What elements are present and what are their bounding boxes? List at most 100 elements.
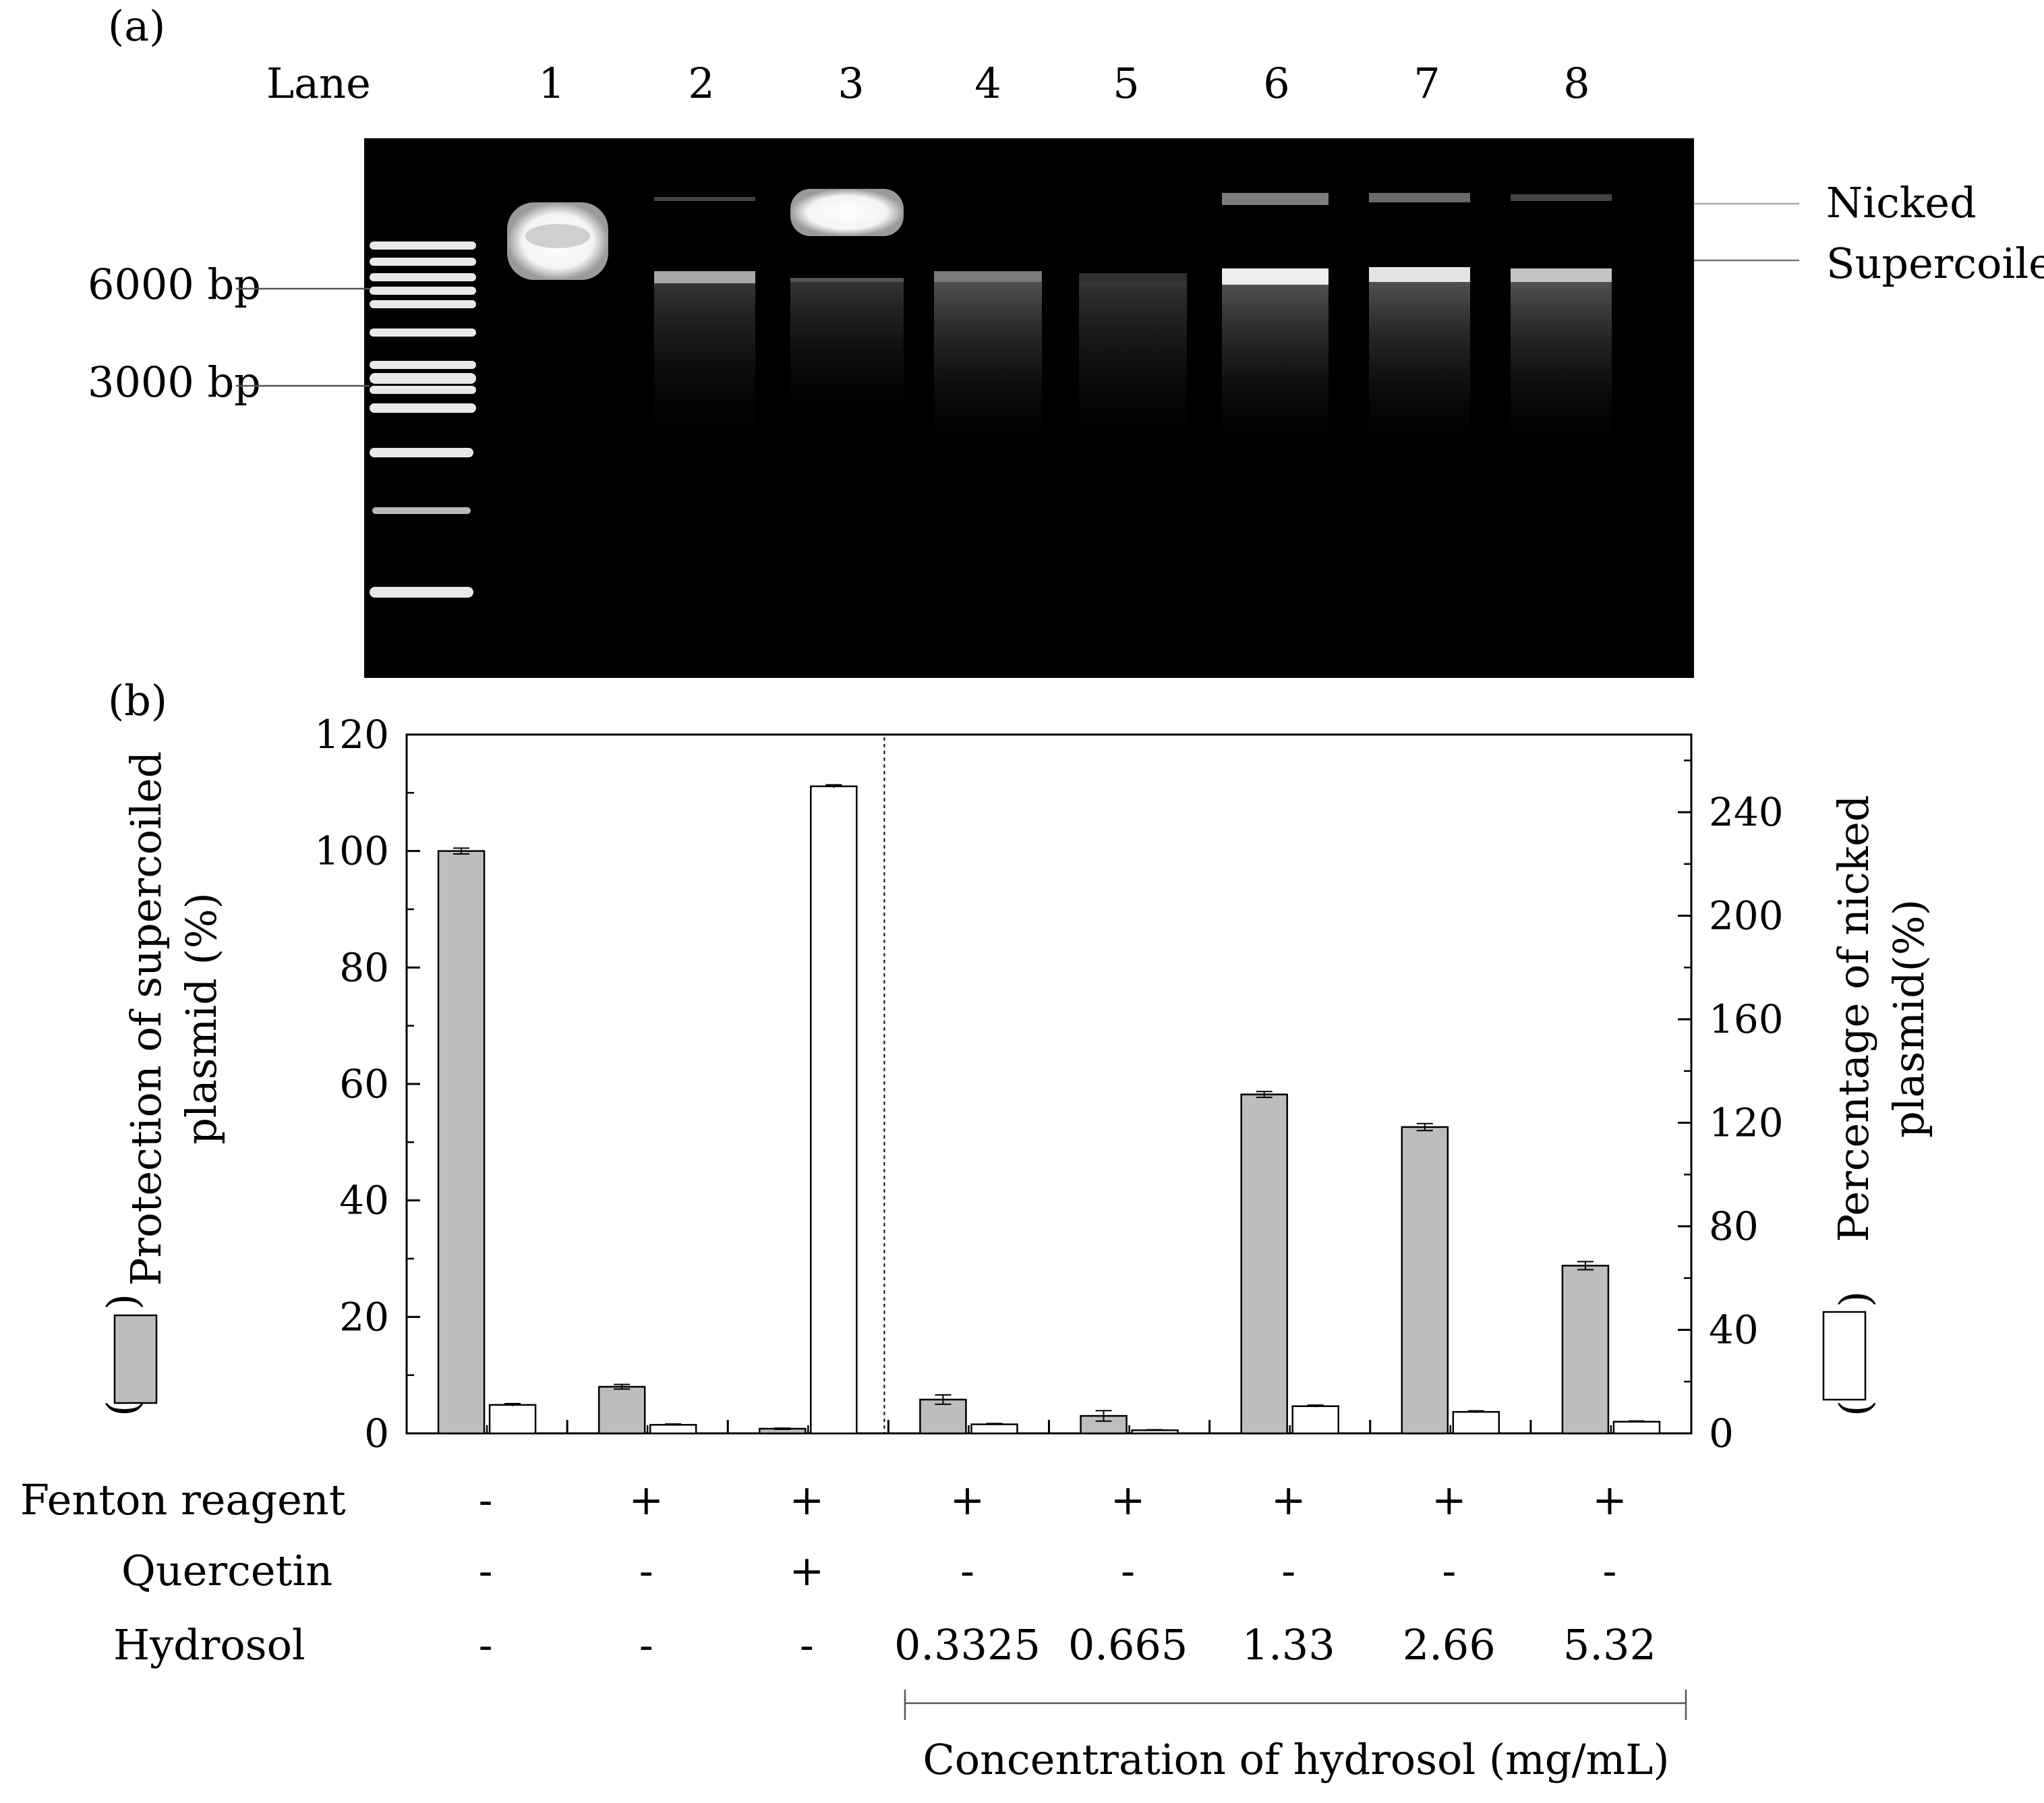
ladder-band — [370, 361, 476, 369]
lane-number-8: 8 — [1563, 59, 1589, 108]
right-tick-label: 120 — [1709, 1100, 1784, 1146]
right-axis-title-line-2: plasmid(%) — [1884, 899, 1933, 1138]
supercoiled-bars — [437, 847, 1610, 1435]
left-tick-label: 40 — [339, 1178, 389, 1224]
right-axis-ticks: 0 40 80 120 160 200 240 — [1678, 760, 1784, 1456]
fenton-value: + — [789, 1475, 824, 1524]
gel-lane-6 — [1222, 193, 1328, 460]
right-tick-label: 160 — [1709, 996, 1784, 1042]
left-tick-label: 80 — [339, 944, 389, 990]
nicked-bar — [810, 785, 858, 1435]
supercoiled-band — [1511, 268, 1612, 282]
ladder-band — [370, 273, 476, 281]
supercoiled-band — [1079, 273, 1187, 281]
ladder-band — [370, 258, 476, 266]
smear — [1511, 282, 1612, 457]
lane-number-3: 3 — [838, 59, 864, 108]
lane-number-6: 6 — [1263, 59, 1289, 108]
right-tick-label: 80 — [1709, 1203, 1759, 1249]
nicked-bar — [1612, 1421, 1661, 1435]
panel-a-label: (a) — [108, 1, 165, 51]
nicked-band — [1222, 193, 1328, 205]
left-tick-label: 100 — [314, 828, 389, 874]
hydrosol-value: - — [639, 1620, 653, 1669]
hydrosol-value: 1.33 — [1242, 1620, 1335, 1669]
nicked-label: Nicked — [1826, 178, 1977, 227]
supercoiled-bar — [597, 1385, 646, 1435]
right-tick-label: 0 — [1709, 1410, 1734, 1456]
right-legend: ( ) — [1822, 1291, 1879, 1416]
left-legend: ( ) — [98, 1294, 158, 1416]
hydrosol-value: - — [800, 1620, 814, 1669]
smear — [790, 282, 904, 430]
fenton-value: + — [1592, 1475, 1627, 1524]
quercetin-value: + — [789, 1546, 824, 1595]
quercetin-value: - — [479, 1546, 493, 1595]
ladder-band — [370, 587, 473, 598]
fenton-value: + — [1432, 1475, 1467, 1524]
gel-image — [364, 138, 1694, 678]
supercoiled-band — [790, 278, 904, 282]
nicked-bar — [488, 1404, 537, 1435]
panel-a: (a) Lane 1 2 3 4 5 6 7 8 — [88, 1, 2044, 678]
row-label-hydrosol: Hydrosol — [113, 1620, 305, 1669]
marker-3000-label: 3000 bp — [88, 357, 261, 407]
panel-b: (b) 0 20 40 60 80 100 120 0 40 80 120 160 200 240 Pr… — [20, 676, 1933, 1784]
fenton-value: + — [629, 1475, 664, 1524]
quercetin-value: - — [1281, 1546, 1295, 1595]
bracket-label: Concentration of hydrosol (mg/mL) — [923, 1735, 1669, 1784]
ladder-band — [370, 386, 476, 394]
quercetin-value: - — [960, 1546, 974, 1595]
lane-number-1: 1 — [538, 59, 564, 108]
ladder-band — [370, 328, 476, 337]
nicked-bar — [649, 1424, 697, 1435]
nicked-bar — [1452, 1410, 1500, 1435]
treatment-table: Fenton reagent Quercetin Hydrosol - + + + + +… — [20, 1475, 1656, 1669]
ladder-band — [372, 507, 471, 514]
fenton-value: + — [1271, 1475, 1306, 1524]
nicked-legend-swatch — [1822, 1311, 1867, 1401]
row-label-fenton: Fenton reagent — [20, 1475, 346, 1524]
quercetin-value: - — [639, 1546, 653, 1595]
left-tick-label: 60 — [339, 1061, 389, 1107]
ladder-band — [370, 373, 476, 384]
hydrosol-value: 2.66 — [1403, 1620, 1496, 1669]
supercoiled-bar — [437, 850, 486, 1435]
left-tick-label: 20 — [339, 1294, 389, 1340]
nicked-bars — [488, 784, 1661, 1435]
gel-lane-7 — [1369, 193, 1470, 457]
concentration-bracket: Concentration of hydrosol (mg/mL) — [904, 1690, 1687, 1784]
lane-number-5: 5 — [1113, 59, 1139, 108]
ladder-band — [370, 241, 476, 250]
fenton-value: - — [479, 1475, 493, 1524]
panel-b-label: (b) — [108, 676, 167, 725]
supercoiled-label: Supercoiled — [1826, 239, 2044, 288]
lane-header: Lane — [266, 59, 371, 108]
gel-lane-3 — [790, 189, 904, 430]
legend-paren-close: ) — [1830, 1291, 1879, 1307]
hydrosol-value: 5.32 — [1563, 1620, 1656, 1669]
right-axis-title: Percentage of nicked plasmid(%) — [1829, 795, 1933, 1242]
left-axis-title: Protection of supercoiled plasmid (%) — [121, 751, 226, 1286]
right-tick-label: 40 — [1709, 1307, 1759, 1353]
right-tick-label: 200 — [1709, 893, 1784, 939]
supercoiled-band — [654, 271, 755, 283]
lane-number-2: 2 — [688, 59, 714, 108]
quercetin-row: - - + - - - - - — [479, 1546, 1617, 1595]
ladder-lane — [370, 241, 476, 598]
hydrosol-value: - — [479, 1620, 493, 1669]
nicked-bar — [970, 1423, 1018, 1435]
supercoiled-bar — [1401, 1126, 1449, 1435]
fenton-row: - + + + + + + + — [479, 1475, 1627, 1524]
plot-frame — [405, 733, 1693, 1435]
hydrosol-value: 0.3325 — [894, 1620, 1041, 1669]
lane-numbers: 1 2 3 4 5 6 7 8 — [538, 59, 1589, 108]
smear — [1222, 285, 1328, 460]
supercoiled-band — [1369, 267, 1470, 282]
quercetin-value: - — [1602, 1546, 1616, 1595]
gel-lane-8 — [1511, 194, 1612, 457]
smear — [1079, 281, 1187, 457]
left-axis-ticks: 0 20 40 60 80 100 120 — [314, 712, 420, 1456]
supercoiled-band — [1222, 268, 1328, 285]
